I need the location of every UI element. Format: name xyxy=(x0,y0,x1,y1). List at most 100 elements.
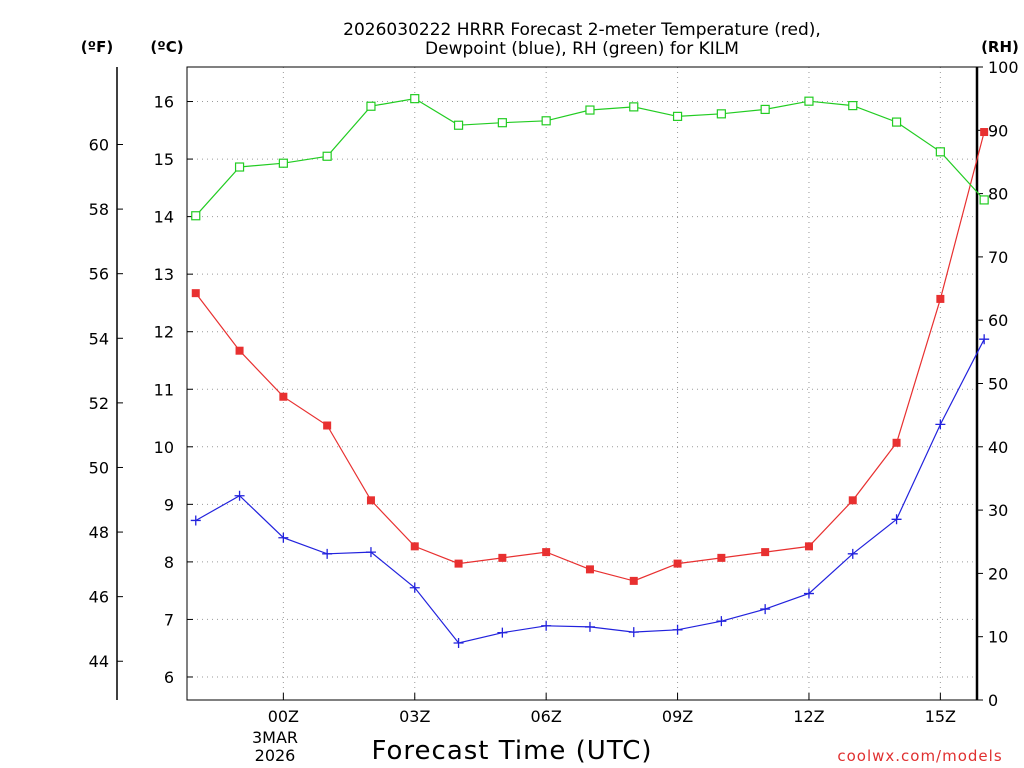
rh-point xyxy=(891,117,902,127)
rh-tick-label: 20 xyxy=(988,564,1008,583)
rh-point xyxy=(453,120,464,130)
rh-tick-label: 90 xyxy=(988,121,1008,140)
temperature-point xyxy=(673,559,682,568)
temperature-point xyxy=(454,559,463,568)
temperature-point xyxy=(980,128,989,137)
x-tick-label: 06Z xyxy=(530,707,561,726)
x-tick-label: 09Z xyxy=(662,707,693,726)
dewpoint-point xyxy=(190,515,201,526)
x-date-day-label: 3MAR xyxy=(252,728,298,747)
dewpoint-point xyxy=(628,627,639,638)
fahrenheit-tick-label: 54 xyxy=(89,329,109,348)
celsius-tick-label: 9 xyxy=(164,495,174,514)
temperature-point xyxy=(498,553,507,562)
celsius-tick-label: 7 xyxy=(164,610,174,629)
rh-point xyxy=(672,111,683,121)
series-layer xyxy=(190,94,990,649)
temperature-point xyxy=(323,421,332,430)
fahrenheit-tick-label: 44 xyxy=(89,652,109,671)
celsius-tick-label: 13 xyxy=(154,265,174,284)
x-date-year-label: 2026 xyxy=(255,746,296,765)
temperature-point xyxy=(410,542,419,551)
x-tick-label: 12Z xyxy=(793,707,824,726)
temperature-point xyxy=(761,548,770,557)
grid-lines xyxy=(187,67,977,700)
dewpoint-point xyxy=(760,604,771,615)
x-tick-label: 00Z xyxy=(268,707,299,726)
dewpoint-point xyxy=(278,532,289,543)
dewpoint-point xyxy=(672,624,683,635)
rh-point xyxy=(716,109,726,119)
celsius-tick-label: 15 xyxy=(154,150,174,169)
dewpoint-point xyxy=(365,547,376,558)
temperature-point xyxy=(366,496,375,505)
temperature-point xyxy=(191,289,200,298)
rh-point xyxy=(804,96,814,106)
rh-point xyxy=(979,195,989,205)
x-tick-label: 15Z xyxy=(925,707,956,726)
rh-point xyxy=(935,147,945,157)
rh-tick-label: 60 xyxy=(988,311,1008,330)
celsius-unit-label: (ºC) xyxy=(150,38,183,56)
rh-point xyxy=(848,101,858,111)
chart-title-line1: 2026030222 HRRR Forecast 2-meter Tempera… xyxy=(343,20,821,40)
celsius-tick-label: 11 xyxy=(154,380,174,399)
x-axis-title: Forecast Time (UTC) xyxy=(371,736,652,766)
rh-point xyxy=(234,162,245,172)
temperature-point xyxy=(717,553,726,562)
celsius-tick-label: 16 xyxy=(154,93,174,112)
rh-tick-label: 40 xyxy=(988,438,1008,457)
fahrenheit-unit-label: (ºF) xyxy=(81,38,113,56)
rh-point xyxy=(191,211,201,221)
rh-unit-label: (RH) xyxy=(981,38,1019,56)
temperature-point xyxy=(848,496,857,505)
temperature-point xyxy=(804,542,813,551)
dewpoint-point xyxy=(979,334,990,345)
dewpoint-point xyxy=(891,514,902,525)
rh-point xyxy=(410,94,420,104)
celsius-tick-label: 6 xyxy=(164,668,174,687)
rh-tick-label: 80 xyxy=(988,185,1008,204)
rh-series-line xyxy=(195,97,985,217)
x-tick-label: 03Z xyxy=(399,707,430,726)
chart-title-line2: Dewpoint (blue), RH (green) for KILM xyxy=(425,39,739,59)
rh-point xyxy=(760,104,770,115)
celsius-tick-label: 14 xyxy=(154,208,174,227)
dewpoint-point xyxy=(935,419,946,430)
rh-point xyxy=(497,118,507,128)
dewpoint-point xyxy=(847,548,858,559)
fahrenheit-tick-label: 58 xyxy=(89,200,109,219)
fahrenheit-tick-label: 50 xyxy=(89,458,109,477)
rh-point xyxy=(366,101,376,111)
source-credit: coolwx.com/models xyxy=(837,747,1002,765)
dewpoint-point xyxy=(234,490,245,501)
rh-tick-label: 100 xyxy=(988,58,1019,77)
dewpoint-point xyxy=(453,638,464,649)
temperature-point xyxy=(892,438,901,447)
temperature-point xyxy=(936,294,945,303)
dewpoint-point xyxy=(322,548,333,559)
temperature-point xyxy=(629,576,638,585)
rh-tick-label: 70 xyxy=(988,248,1008,267)
rh-point xyxy=(585,105,595,115)
rh-point xyxy=(322,151,332,161)
dewpoint-point xyxy=(541,620,552,631)
fahrenheit-tick-label: 48 xyxy=(89,523,109,542)
temperature-point xyxy=(279,392,288,401)
dewpoint-series-line xyxy=(195,338,985,644)
rh-tick-label: 10 xyxy=(988,628,1008,647)
fahrenheit-tick-label: 52 xyxy=(89,394,109,413)
axes: 44 46 48 50 52 54 56 58 60 6 7 8 9 10 11 12 13 14 15 16 0 10 2… xyxy=(89,58,1019,726)
dewpoint-point xyxy=(584,621,595,632)
rh-point xyxy=(278,158,288,168)
temperature-point xyxy=(585,565,594,574)
rh-tick-label: 50 xyxy=(988,375,1008,394)
dewpoint-point xyxy=(497,627,508,638)
fahrenheit-tick-label: 46 xyxy=(89,588,109,607)
fahrenheit-tick-label: 60 xyxy=(89,136,109,155)
temperature-point xyxy=(235,346,244,355)
celsius-tick-label: 8 xyxy=(164,553,174,572)
rh-tick-label: 30 xyxy=(988,501,1008,520)
temperature-point xyxy=(542,548,551,557)
